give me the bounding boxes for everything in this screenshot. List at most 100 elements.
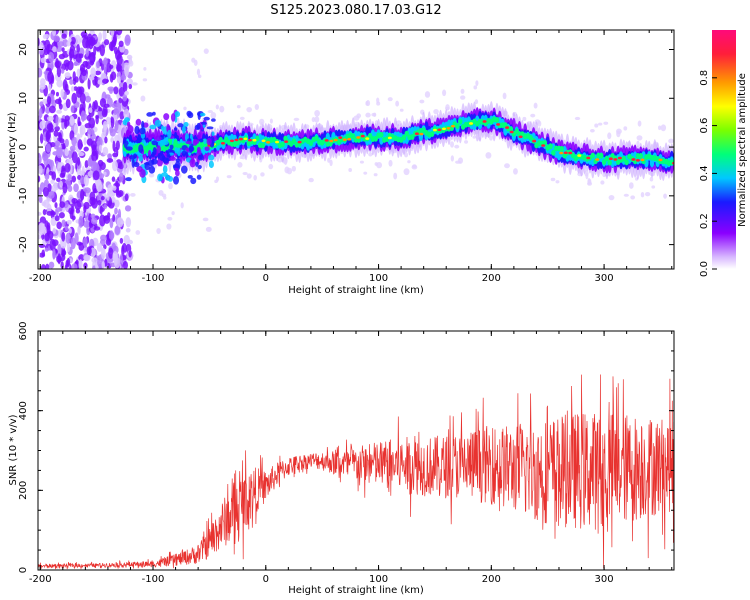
- spectral-noise-blob: [393, 172, 398, 180]
- spectral-noise-blob: [442, 89, 447, 97]
- spectral-noise-blob: [113, 254, 118, 266]
- spectral-noise-blob: [102, 146, 109, 156]
- ridge-cluster-blob: [180, 165, 188, 174]
- spectral-noise-blob: [71, 263, 78, 269]
- ridge-cluster-blob: [157, 139, 164, 148]
- spectral-noise-blob: [38, 211, 42, 216]
- spectral-noise-blob: [450, 155, 455, 162]
- colorbar-ticks: 0.0 0.2 0.4 0.6 0.8: [699, 70, 717, 277]
- spectral-noise-blob: [395, 100, 400, 107]
- spectral-noise-blob: [119, 111, 125, 120]
- spectral-noise-blob: [128, 83, 133, 90]
- spectral-noise-blob: [183, 106, 187, 111]
- ridge-cluster-blob: [132, 136, 137, 141]
- spectral-noise-blob: [50, 179, 55, 184]
- spectral-noise-blob: [56, 79, 63, 88]
- x-tick-label: 100: [369, 574, 388, 585]
- ridge-cluster-blob: [195, 161, 199, 167]
- x-tick-label: -200: [29, 574, 52, 585]
- spectral-noise-blob: [203, 48, 209, 54]
- ridge-cluster-blob: [174, 111, 181, 118]
- ridge-peak: [586, 156, 591, 160]
- spectral-noise-blob: [64, 119, 68, 130]
- spectral-noise-blob: [115, 30, 123, 36]
- spectral-noise-blob: [215, 104, 219, 110]
- ridge-peak: [518, 135, 523, 139]
- ridge-cluster-blob: [192, 139, 198, 146]
- ridge-cluster-blob: [146, 112, 154, 117]
- snr-panel: -200 -100 0 100 200 300 0 200 400 600 Height of …: [8, 321, 675, 596]
- ridge-peak: [608, 157, 613, 161]
- spectral-noise-blob: [77, 139, 83, 150]
- spectral-noise-blob: [46, 115, 54, 122]
- ridge-cluster-blob: [125, 129, 131, 137]
- ridge-cluster-blob: [162, 165, 168, 174]
- spectral-noise-blob: [83, 174, 90, 187]
- spectral-noise-blob: [119, 253, 124, 265]
- spectral-noise-blob: [113, 107, 118, 116]
- spectral-noise-blob: [594, 123, 599, 128]
- spectral-noise-blob: [122, 93, 128, 102]
- spectral-noise-blob: [226, 175, 232, 179]
- spectral-noise-blob: [61, 231, 66, 242]
- spectral-noise-blob: [56, 177, 61, 183]
- spectral-noise-blob: [58, 41, 65, 47]
- spectral-noise-blob: [110, 41, 114, 52]
- ridge-peak: [266, 140, 271, 144]
- spectral-noise-blob: [39, 133, 44, 144]
- spectral-noise-blob: [80, 110, 86, 122]
- spectral-noise-blob: [118, 86, 125, 97]
- spectral-noise-blob: [113, 33, 117, 45]
- spectral-noise-blob: [124, 205, 132, 212]
- spectral-noise-blob: [111, 176, 116, 182]
- spectral-noise-blob: [70, 105, 75, 113]
- spectral-noise-blob: [76, 68, 81, 77]
- ridge-peak: [563, 151, 568, 155]
- spectral-noise-blob: [78, 259, 83, 269]
- colorbar-tick-label: 0.0: [699, 261, 710, 277]
- spectral-noise-blob: [630, 195, 636, 200]
- spectral-noise-blob: [38, 107, 43, 119]
- snr-y-axis: 0 200 400 600: [18, 321, 674, 573]
- spectral-noise-blob: [363, 171, 368, 175]
- spectral-noise-blob: [67, 174, 72, 181]
- spectral-noise-blob: [48, 84, 52, 92]
- ridge-cluster-blob: [187, 174, 193, 179]
- spectral-noise-blob: [112, 140, 116, 152]
- spectral-noise-blob: [58, 53, 66, 60]
- ridge-cluster-blob: [203, 138, 207, 144]
- spectral-noise-blob: [44, 247, 49, 252]
- ridge-peak: [333, 138, 338, 142]
- ridge-band-segment: [494, 116, 500, 123]
- spectral-noise-blob: [90, 213, 96, 219]
- spectral-noise-blob: [64, 72, 71, 79]
- ridge-peak: [365, 137, 370, 140]
- spectral-noise-blob: [44, 173, 50, 180]
- ridge-cluster-blob: [167, 175, 174, 182]
- ridge-cluster-blob: [169, 144, 174, 150]
- spectral-noise-blob: [311, 116, 316, 123]
- spectral-noise-blob: [64, 148, 69, 157]
- ridge-cluster-blob: [200, 121, 207, 125]
- spectral-noise-blob: [530, 113, 536, 118]
- ridge-cluster-blob: [175, 158, 181, 163]
- colorbar-label: Normalized spectral amplitude: [737, 73, 748, 227]
- spectral-noise-blob: [110, 232, 115, 240]
- spectral-noise-blob: [45, 143, 51, 153]
- ridge-band-segment: [373, 135, 378, 142]
- spectral-noise-blob: [71, 151, 78, 164]
- spectral-noise-blob: [90, 217, 98, 225]
- spectral-noise-blob: [107, 86, 115, 92]
- spectral-noise-blob: [78, 215, 84, 228]
- spectral-noise-blob: [120, 74, 127, 81]
- spectral-noise-blob: [60, 261, 64, 269]
- spectral-noise-blob: [38, 252, 46, 258]
- spectral-noise-blob: [658, 125, 662, 131]
- spectral-noise-blob: [52, 248, 56, 259]
- spectral-noise-blob: [48, 261, 55, 269]
- spectral-noise-blob: [329, 159, 333, 167]
- spectral-noise-blob: [555, 180, 560, 184]
- ridge-peak: [446, 126, 451, 130]
- ridge-cluster-blob: [169, 156, 176, 161]
- spectral-noise-blob: [42, 34, 47, 40]
